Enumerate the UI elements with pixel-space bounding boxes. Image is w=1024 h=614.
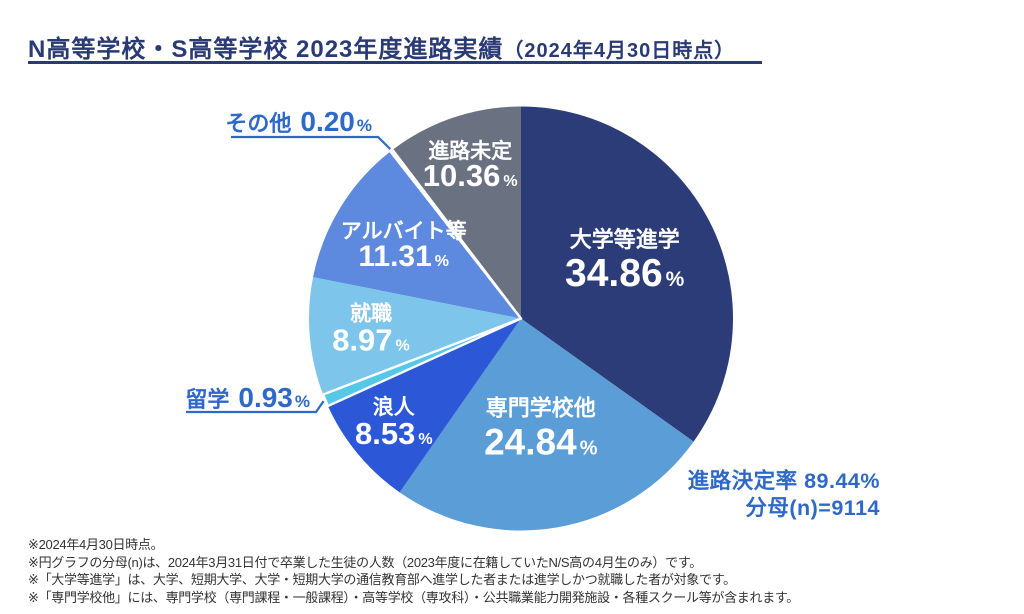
outside-label: その他 0.20% — [225, 106, 372, 137]
leader-line — [186, 400, 325, 414]
footnote-line: ※円グラフの分母(n)は、2024年3月31日付で卒業した生徒の人数（2023年… — [28, 554, 702, 570]
slice-value-label: 8.97% — [332, 322, 410, 357]
slice-name-label: アルバイト等 — [341, 219, 467, 243]
slice-name-label: 就職 — [350, 301, 392, 325]
page-title-sub: （2024年4月30日時点） — [503, 40, 736, 62]
footnote-line: ※「大学等進学」は、大学、短期大学、大学・短期大学の通信教育部へ進学した者または… — [28, 572, 736, 588]
footnotes: ※2024年4月30日時点。 ※円グラフの分母(n)は、2024年3月31日付で… — [28, 536, 799, 606]
pie-slice-5 — [313, 151, 521, 319]
pie-slice-1 — [399, 318, 694, 531]
pie-slice-3 — [321, 317, 523, 408]
slice-name-label: 大学等進学 — [570, 227, 680, 252]
footnote-line: ※「専門学校他」には、専門学校（専門課程・一般課程）・高等学校（専攻科）・公共職… — [28, 589, 799, 605]
slice-name-label: 専門学校他 — [486, 395, 596, 420]
pie-slice-4 — [309, 277, 521, 395]
slice-value-label: 8.53% — [355, 416, 433, 451]
outside-label: 留学 0.93% — [185, 382, 310, 413]
slice-value-label: 24.84% — [484, 421, 598, 462]
footnote-line: ※2024年4月30日時点。 — [28, 537, 164, 552]
title-underline — [28, 61, 762, 64]
pie-slice-7 — [392, 106, 521, 319]
stats-block: 進路決定率 89.44% 分母(n)=9114 — [688, 468, 880, 522]
slice-name-label: 浪人 — [373, 395, 415, 419]
page-title: N高等学校・S高等学校 2023年度進路実績（2024年4月30日時点） — [28, 29, 735, 64]
decision-rate-text: 進路決定率 89.44% — [687, 469, 880, 493]
slice-value-label: 10.36% — [423, 158, 518, 193]
leader-line — [231, 135, 392, 150]
pie-slice-6 — [389, 148, 523, 320]
pie-slice-2 — [327, 318, 521, 493]
pie-slice-0 — [521, 106, 734, 442]
slice-value-label: 34.86% — [565, 252, 685, 295]
slice-value-label: 11.31% — [358, 240, 449, 273]
pie-slices — [309, 106, 734, 531]
denominator-text: 分母(n)=9114 — [745, 496, 880, 520]
page-title-main: N高等学校・S高等学校 2023年度進路実績 — [28, 36, 504, 63]
slice-name-label: 進路未定 — [428, 139, 512, 163]
